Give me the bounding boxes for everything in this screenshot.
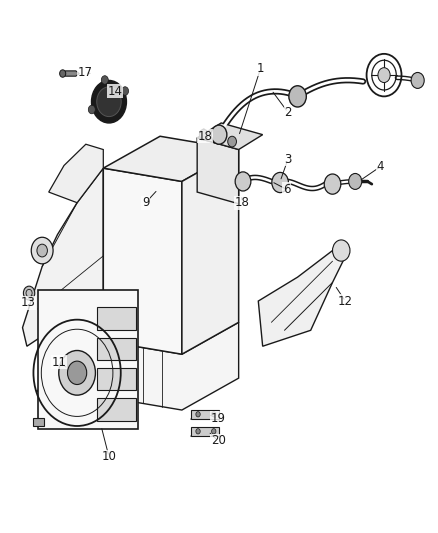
Circle shape [60,70,66,77]
Polygon shape [49,144,103,203]
Circle shape [101,76,108,84]
Circle shape [23,286,35,300]
Circle shape [212,429,216,434]
Circle shape [37,244,47,257]
Circle shape [211,125,227,144]
Polygon shape [103,168,182,354]
Polygon shape [97,398,136,421]
Circle shape [332,240,350,261]
Circle shape [235,172,251,191]
Text: 20: 20 [211,434,226,447]
Circle shape [199,130,208,140]
Polygon shape [33,418,44,426]
Polygon shape [103,136,239,181]
Circle shape [378,68,390,83]
Text: 11: 11 [51,356,66,369]
Circle shape [67,361,87,384]
Polygon shape [191,426,219,436]
Text: 1: 1 [257,62,264,75]
Circle shape [324,174,341,194]
Polygon shape [97,368,136,390]
Polygon shape [182,150,239,354]
Circle shape [196,429,200,434]
Polygon shape [197,123,263,150]
Circle shape [196,411,200,417]
Polygon shape [103,322,239,410]
Text: 2: 2 [284,106,292,119]
Polygon shape [97,338,136,360]
Text: 17: 17 [78,66,92,79]
Circle shape [31,237,53,264]
Polygon shape [97,308,136,330]
Circle shape [59,351,95,395]
Text: 9: 9 [142,196,149,209]
Text: 3: 3 [284,152,292,166]
Text: 14: 14 [108,85,123,98]
Text: 4: 4 [377,160,384,173]
Text: 10: 10 [102,450,117,463]
Polygon shape [22,168,103,346]
Circle shape [272,172,288,192]
Circle shape [92,80,127,123]
Circle shape [349,173,362,189]
Text: 6: 6 [283,183,290,196]
Polygon shape [258,251,346,346]
Polygon shape [197,138,239,204]
Circle shape [88,106,95,114]
Text: 18: 18 [198,130,212,143]
Circle shape [212,411,216,417]
Circle shape [122,87,129,95]
Circle shape [228,136,237,147]
Polygon shape [38,290,138,429]
Circle shape [411,72,424,88]
Text: 19: 19 [211,412,226,425]
Text: 13: 13 [21,296,35,309]
Text: 18: 18 [235,196,250,209]
Circle shape [97,87,121,117]
Polygon shape [191,409,219,419]
Circle shape [289,86,306,107]
Text: 12: 12 [338,295,353,308]
Polygon shape [65,71,79,76]
